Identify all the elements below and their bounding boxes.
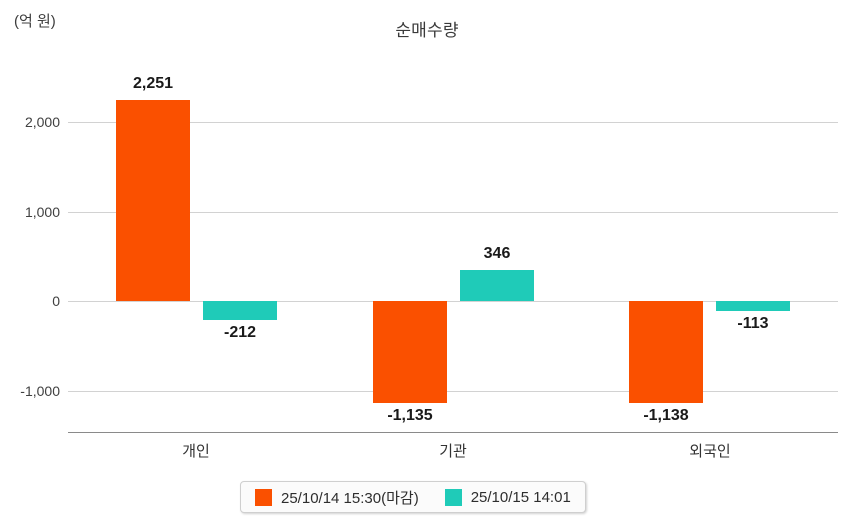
bar-value-label: 2,251: [132, 75, 174, 92]
x-axis-category-label: 기관: [439, 443, 467, 460]
legend-color-swatch: [444, 488, 462, 506]
y-axis-unit-label: (억 원): [14, 13, 56, 30]
bar-value-label: -1,138: [643, 407, 689, 424]
x-axis-category-label: 외국인: [689, 443, 731, 460]
gridline: [68, 391, 838, 392]
y-axis-tick-label: 1,000: [24, 204, 60, 220]
bar[interactable]: [460, 270, 534, 301]
legend-label: 25/10/15 14:01: [470, 488, 571, 506]
x-axis-category-label: 개인: [182, 443, 210, 460]
legend-item[interactable]: 25/10/14 15:30(마감): [255, 487, 419, 508]
bar-value-label: 346: [483, 245, 511, 262]
gridline: [68, 122, 838, 123]
y-axis-tick-label: 2,000: [24, 114, 60, 130]
bar-value-label: -1,135: [387, 407, 433, 424]
bar[interactable]: [373, 301, 447, 403]
legend-label: 25/10/14 15:30(마감): [281, 489, 419, 507]
bar[interactable]: [716, 301, 790, 311]
bar[interactable]: [116, 100, 190, 301]
gridline: [68, 301, 838, 302]
bar-value-label: -113: [737, 315, 769, 332]
legend-color-swatch: [255, 488, 272, 506]
chart-title: 순매수량: [395, 21, 459, 40]
bar[interactable]: [629, 301, 703, 403]
gridline: [68, 212, 838, 213]
bar-value-label: -212: [223, 324, 257, 341]
plot-area: 2,251 -212 -1,135 346 -1,138 -113: [68, 60, 838, 433]
bar[interactable]: [203, 301, 277, 320]
chart-legend: 25/10/14 15:30(마감) 25/10/15 14:01: [240, 481, 586, 513]
y-axis-tick-labels: 2,000 1,000 0 -1,000: [0, 60, 60, 432]
y-axis-tick-label: 0: [52, 293, 60, 309]
x-axis-line: [68, 432, 838, 433]
legend-item[interactable]: 25/10/15 14:01: [444, 488, 571, 506]
y-axis-tick-label: -1,000: [20, 383, 60, 399]
